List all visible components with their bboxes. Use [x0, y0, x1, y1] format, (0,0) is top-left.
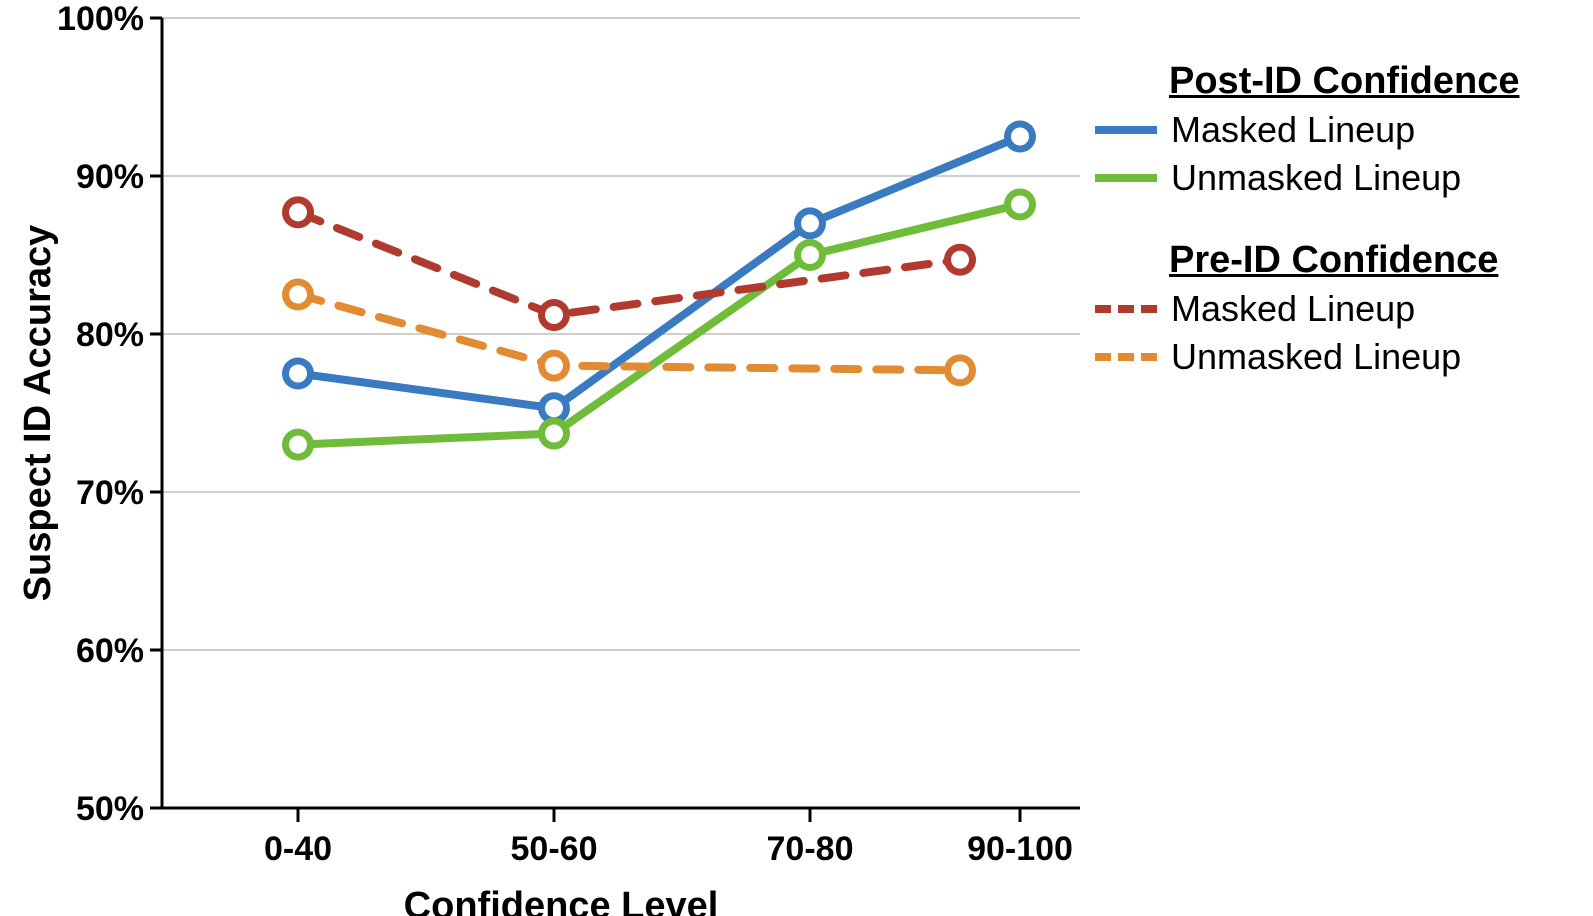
legend: Post-ID Confidence Masked Lineup Unmasked … — [1095, 60, 1519, 384]
x-axis-title: Confidence Level — [404, 885, 719, 916]
legend-item-pre_unmasked: Unmasked Lineup — [1095, 336, 1519, 378]
legend-item-pre_masked: Masked Lineup — [1095, 288, 1519, 330]
legend-label: Masked Lineup — [1171, 109, 1415, 151]
legend-heading: Pre-ID Confidence — [1169, 239, 1519, 282]
x-tick-label: 70-80 — [767, 830, 854, 868]
legend-item-post_unmasked: Unmasked Lineup — [1095, 157, 1519, 199]
series-line-pre_masked — [298, 212, 960, 315]
y-axis-title: Suspect ID Accuracy — [17, 225, 59, 602]
legend-label: Masked Lineup — [1171, 288, 1415, 330]
legend-label: Unmasked Lineup — [1171, 336, 1461, 378]
y-tick-label: 50% — [76, 790, 144, 828]
x-tick-label: 0-40 — [264, 830, 332, 868]
y-tick-label: 60% — [76, 632, 144, 670]
series-line-post_unmasked — [298, 204, 1020, 444]
legend-line-sample — [1095, 305, 1157, 313]
legend-line-sample — [1095, 353, 1157, 361]
series-line-post_masked — [298, 137, 1020, 409]
y-tick-label: 100% — [57, 0, 144, 38]
legend-line-sample — [1095, 126, 1157, 134]
y-tick-label: 80% — [76, 316, 144, 354]
legend-heading: Post-ID Confidence — [1169, 60, 1519, 103]
y-tick-label: 70% — [76, 474, 144, 512]
x-tick-label: 50-60 — [511, 830, 598, 868]
legend-label: Unmasked Lineup — [1171, 157, 1461, 199]
y-tick-label: 90% — [76, 158, 144, 196]
legend-line-sample — [1095, 174, 1157, 182]
x-tick-label: 90-100 — [967, 830, 1073, 868]
chart-container: 50% 60% 70% 80% 90% 100% 0-40 50-60 70-80 90-100 C… — [0, 0, 1593, 916]
legend-item-post_masked: Masked Lineup — [1095, 109, 1519, 151]
